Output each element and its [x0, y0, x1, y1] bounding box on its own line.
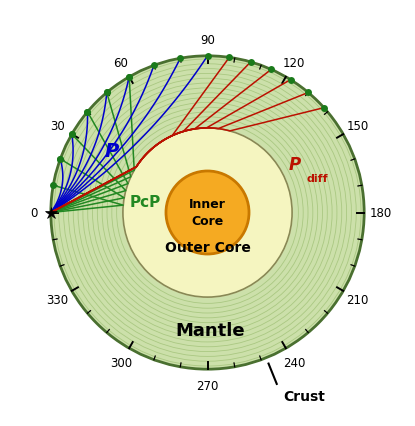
Text: PcP: PcP [129, 195, 161, 210]
Text: 90: 90 [200, 34, 215, 47]
Text: 330: 330 [46, 293, 68, 306]
Text: Outer Core: Outer Core [165, 240, 250, 254]
Text: P: P [289, 155, 301, 173]
Text: Mantle: Mantle [176, 321, 245, 339]
Text: 180: 180 [369, 207, 392, 219]
Text: Inner: Inner [189, 197, 226, 210]
Text: 120: 120 [283, 57, 305, 70]
Text: 240: 240 [283, 356, 305, 369]
Text: 150: 150 [346, 120, 369, 133]
Circle shape [166, 172, 249, 254]
Text: 210: 210 [346, 293, 369, 306]
Text: 270: 270 [196, 379, 219, 392]
Text: P: P [104, 142, 118, 161]
Text: diff: diff [306, 174, 328, 184]
Text: 30: 30 [50, 120, 65, 133]
Text: 60: 60 [113, 57, 128, 70]
Text: Crust: Crust [283, 389, 325, 403]
Text: Core: Core [191, 214, 224, 227]
Text: 300: 300 [110, 356, 132, 369]
Circle shape [123, 129, 292, 297]
Circle shape [51, 57, 364, 369]
Text: 0: 0 [31, 207, 38, 219]
